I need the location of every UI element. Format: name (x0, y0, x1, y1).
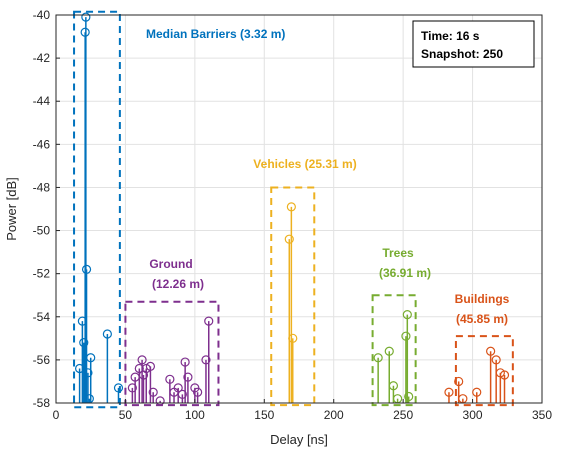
stem-marker (145, 361, 156, 371)
stem-marker (81, 12, 91, 22)
stem-marker (454, 376, 464, 387)
stem-marker (102, 329, 112, 339)
stem-marker (288, 333, 298, 343)
stem-marker (384, 346, 394, 356)
stem-marker (404, 391, 414, 402)
category-box (124, 300, 220, 407)
x-tick-label: 50 (119, 408, 133, 422)
stem-marker (472, 387, 482, 397)
category-box (73, 10, 121, 409)
stem-marker (444, 387, 454, 397)
y-tick-label: -50 (33, 224, 51, 238)
category-label: Vehicles (25.31 m) (253, 157, 356, 171)
stem-marker (83, 368, 93, 378)
stem-marker (165, 374, 175, 384)
category-name: Ground (149, 257, 192, 271)
stem-marker (148, 387, 158, 397)
stems (75, 12, 510, 406)
y-tick-label: -42 (33, 51, 51, 65)
y-tick-label: -44 (33, 94, 51, 108)
category-name: Trees (382, 246, 414, 260)
y-tick-label: -54 (33, 310, 51, 324)
y-tick-label: -48 (33, 180, 51, 194)
category-distance: (45.85 m) (456, 312, 508, 326)
y-axis-label: Power [dB] (4, 177, 19, 241)
stem-marker (204, 316, 214, 326)
category-label: Median Barriers (3.32 m) (146, 27, 285, 41)
stem-marker (86, 353, 96, 363)
category-name: Buildings (455, 292, 510, 306)
stem-marker (81, 264, 92, 274)
stem-marker (180, 357, 190, 367)
snapshot-label: Snapshot: 250 (421, 47, 503, 61)
stem-marker (113, 383, 124, 393)
stem-marker (284, 234, 294, 244)
stem-marker (137, 355, 147, 365)
category-box (270, 186, 316, 407)
stem-marker (127, 383, 137, 393)
stem-marker (183, 372, 193, 382)
stem-marker (402, 310, 412, 320)
y-tick-label: -56 (33, 353, 51, 367)
stem-marker (177, 389, 187, 399)
x-tick-label: 300 (463, 408, 483, 422)
x-tick-label: 100 (185, 408, 205, 422)
category-labels: Median Barriers (3.32 m) Ground (12.26 m) V… (146, 27, 510, 326)
stem-marker (155, 396, 165, 406)
x-tick-label: 0 (53, 408, 60, 422)
stem-marker (173, 383, 183, 393)
info-box: Time: 16 s Snapshot: 250 (412, 20, 535, 68)
stem-marker (373, 353, 383, 363)
x-axis-label: Delay [ns] (270, 432, 328, 447)
category-distance: (12.26 m) (152, 277, 204, 291)
x-tick-label: 350 (532, 408, 552, 422)
y-tick-label: -52 (33, 267, 51, 281)
plot-frame (55, 14, 543, 404)
stem-marker (79, 338, 89, 348)
stem-marker (286, 202, 296, 212)
category-boxes (73, 10, 514, 409)
category-box (454, 335, 514, 407)
stem-marker (401, 331, 411, 341)
stem-marker (201, 355, 211, 365)
x-tick-label: 150 (254, 408, 274, 422)
info-box-frame (412, 20, 535, 68)
y-tick-label: -40 (33, 8, 51, 22)
stem-marker (499, 370, 510, 380)
stem-marker (388, 381, 399, 391)
stem-marker (193, 387, 203, 397)
y-ticks: -58 -56 -54 -52 -50 -48 -46 -44 -42 -40 (33, 8, 60, 410)
stem-marker (486, 346, 496, 356)
x-ticks: 0 50 100 150 200 250 300 350 (53, 399, 552, 422)
y-tick-label: -46 (33, 137, 51, 151)
plot-area (56, 15, 542, 403)
category-box (371, 294, 417, 407)
stem-marker (134, 363, 144, 374)
y-tick-label: -58 (33, 396, 51, 410)
stem-marker (491, 355, 501, 365)
category-distance: (36.91 m) (379, 266, 431, 280)
x-tick-label: 200 (324, 408, 344, 422)
x-tick-label: 250 (393, 408, 413, 422)
time-label: Time: 16 s (421, 29, 480, 43)
